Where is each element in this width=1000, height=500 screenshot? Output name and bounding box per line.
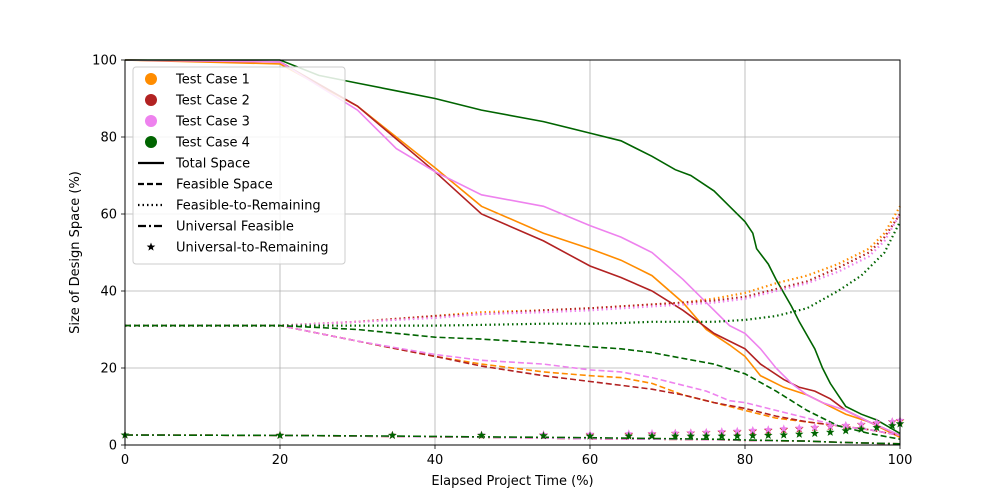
- star-point: [857, 424, 866, 433]
- legend-marker-star: [146, 242, 156, 251]
- series-test-case-2-feasible-to-remaining: [125, 213, 901, 327]
- series-test-case-3-feasible-to-remaining: [125, 213, 901, 327]
- star-point: [671, 431, 680, 440]
- legend-marker-case: [145, 73, 157, 85]
- legend-label-style: Universal-to-Remaining: [176, 241, 328, 256]
- series-test-case-4-total-space: [125, 59, 901, 435]
- star-point: [841, 426, 850, 435]
- star-point: [748, 425, 757, 434]
- axis-ticks: 0 20 40 60 80 100 0 20 40 60 80 100: [92, 54, 912, 469]
- series-test-case-3-total-space: [124, 59, 901, 437]
- star-point: [810, 428, 819, 438]
- star-point: [275, 430, 285, 439]
- series-test-case-2-feasible-space: [125, 324, 901, 437]
- star-point: [872, 418, 881, 427]
- star-point: [857, 419, 866, 428]
- y-tick-label: 80: [100, 131, 117, 146]
- star-point: [795, 429, 804, 438]
- star-point: [702, 431, 711, 440]
- series-test-case-3-feasible-space: [125, 324, 901, 437]
- legend-label-style: Feasible Space: [176, 178, 273, 193]
- x-tick-label: 40: [427, 453, 444, 468]
- x-tick-label: 0: [121, 453, 129, 468]
- star-point: [539, 431, 548, 440]
- series-test-case-2-total-space: [124, 59, 901, 437]
- star-point: [872, 423, 881, 432]
- y-tick-label: 40: [100, 285, 117, 300]
- legend-label-style: Feasible-to-Remaining: [176, 199, 321, 214]
- legend-box: [132, 66, 346, 265]
- star-point: [717, 431, 726, 440]
- star-point: [733, 426, 742, 435]
- star-point: [841, 420, 850, 429]
- star-point: [717, 427, 726, 436]
- x-tick-label: 20: [272, 453, 289, 468]
- legend-label-case: Test Case 3: [175, 115, 250, 130]
- y-axis-label: Size of Design Space (%): [68, 171, 83, 334]
- legend-marker-case: [145, 115, 157, 127]
- y-tick-label: 0: [109, 439, 117, 454]
- star-point: [748, 431, 757, 440]
- legend-label-style: Total Space: [175, 157, 250, 172]
- series-layer: [120, 59, 905, 445]
- plot-frame: [124, 59, 901, 446]
- x-axis-label: Elapsed Project Time (%): [431, 474, 593, 489]
- legend-label-style: Universal Feasible: [176, 220, 294, 235]
- star-point: [764, 425, 773, 434]
- x-tick-label: 100: [888, 453, 913, 468]
- y-tick-label: 20: [100, 362, 117, 377]
- star-point: [826, 421, 835, 430]
- series-test-case-4-feasible-space: [125, 324, 901, 440]
- legend-marker-case: [145, 94, 157, 106]
- star-point: [810, 422, 819, 431]
- star-point: [388, 430, 397, 439]
- star-point: [733, 431, 742, 440]
- series-test-case-1-feasible-space: [125, 324, 901, 437]
- star-point: [888, 421, 897, 430]
- star-point: [647, 431, 657, 440]
- x-tick-label: 60: [582, 453, 599, 468]
- star-point: [764, 430, 773, 439]
- legend-label-case: Test Case 4: [175, 136, 250, 151]
- legend-label-case: Test Case 2: [175, 94, 250, 109]
- legend-marker-case: [145, 136, 157, 148]
- legend-label-case: Test Case 1: [175, 73, 250, 88]
- star-point: [888, 417, 897, 426]
- series-test-case-4-feasible-to-remaining: [125, 221, 901, 327]
- y-tick-label: 60: [100, 208, 117, 223]
- star-point: [779, 430, 788, 439]
- star-point: [826, 427, 835, 436]
- y-tick-label: 100: [92, 54, 117, 69]
- star-point: [795, 423, 804, 432]
- x-tick-label: 80: [737, 453, 754, 468]
- star-point: [686, 431, 695, 440]
- star-point: [624, 431, 633, 440]
- star-point: [779, 424, 788, 433]
- series-test-case-4-universal-to-remaining: [120, 419, 905, 440]
- star-point: [585, 431, 595, 440]
- legend: Test Case 1 Test Case 2 Test Case 3 Test Ca…: [132, 66, 346, 265]
- star-point: [477, 430, 486, 439]
